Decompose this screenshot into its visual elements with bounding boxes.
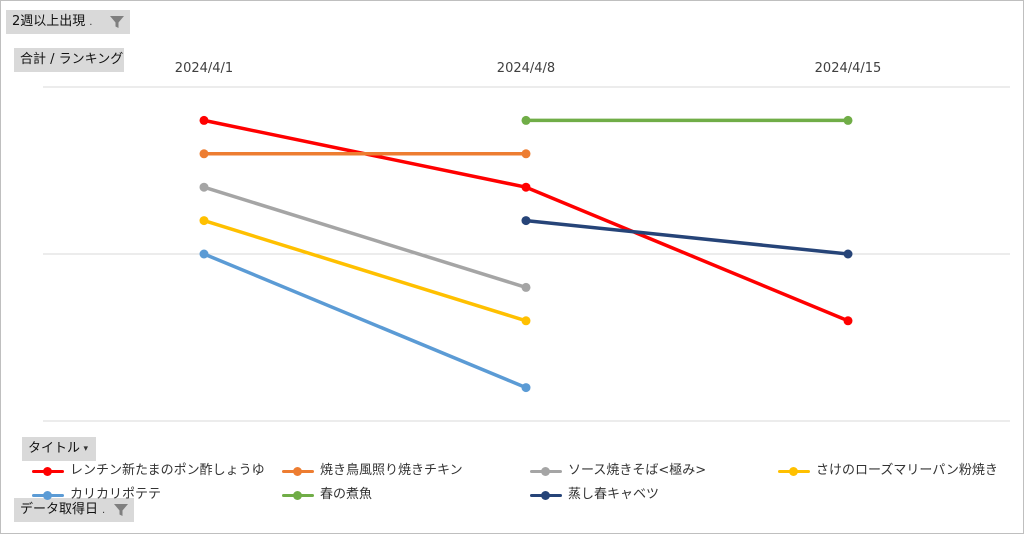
report-filter-label: 2週以上出現 [12, 14, 86, 29]
legend-item[interactable]: レンチン新たまのポン酢しょうゆ [30, 462, 265, 480]
legend-item[interactable]: カリカリポテテ [30, 486, 161, 504]
series-line-segment [524, 218, 850, 256]
data-point[interactable] [521, 149, 531, 159]
legend-swatch [528, 464, 564, 478]
x-tick-label: 2024/4/8 [497, 61, 555, 76]
legend-swatch [776, 464, 812, 478]
x-tick-label: 2024/4/15 [815, 61, 882, 76]
data-point[interactable] [199, 149, 209, 159]
chevron-down-icon: ▾ [83, 444, 88, 454]
value-field-button[interactable]: 合計 / ランキング [14, 48, 124, 72]
legend-item[interactable]: 蒸し春キャベツ [528, 486, 659, 504]
data-point[interactable] [521, 383, 531, 393]
data-point[interactable] [199, 249, 209, 259]
legend-swatch [280, 488, 316, 502]
data-point[interactable] [199, 115, 209, 125]
legend-field-button[interactable]: タイトル ▾ [22, 437, 96, 461]
funnel-icon [114, 504, 128, 516]
data-point[interactable] [521, 282, 531, 292]
axis-field-label: データ取得日 [20, 502, 99, 517]
legend-label: 春の煮魚 [320, 487, 373, 502]
series-line-segment [524, 185, 850, 323]
legend-field-label: タイトル [28, 441, 81, 456]
legend-label: 焼き鳥風照り焼きチキン [320, 463, 463, 478]
data-point[interactable] [843, 115, 853, 125]
legend-label: ソース焼きそば<極み> [568, 463, 707, 478]
legend-label: カリカリポテテ [70, 487, 162, 502]
legend-swatch [30, 488, 66, 502]
legend-item[interactable]: 焼き鳥風照り焼きチキン [280, 462, 463, 480]
data-point[interactable] [521, 316, 531, 326]
legend-label: レンチン新たまのポン酢しょうゆ [70, 463, 265, 478]
legend-item[interactable]: さけのローズマリーパン粉焼き [776, 462, 998, 480]
legend-swatch [30, 464, 66, 478]
data-point[interactable] [199, 182, 209, 192]
legend-item[interactable]: 春の煮魚 [280, 486, 372, 504]
report-filter-button[interactable]: 2週以上出現. [6, 10, 130, 34]
x-tick-label: 2024/4/1 [175, 61, 233, 76]
legend-swatch [528, 488, 564, 502]
data-point[interactable] [843, 316, 853, 326]
legend-swatch [280, 464, 316, 478]
series-line-segment [202, 218, 528, 323]
legend-label: さけのローズマリーパン粉焼き [816, 463, 998, 478]
legend-label: 蒸し春キャベツ [568, 487, 660, 502]
series-line-segment [202, 185, 528, 290]
series-line-segment [202, 252, 528, 390]
filter-applied-mark: . [89, 17, 93, 28]
legend-item[interactable]: ソース焼きそば<極み> [528, 462, 706, 480]
data-point[interactable] [521, 182, 531, 192]
data-point[interactable] [521, 115, 531, 125]
data-point[interactable] [199, 216, 209, 226]
data-point[interactable] [521, 216, 531, 226]
funnel-icon [110, 16, 124, 28]
data-point[interactable] [843, 249, 853, 259]
value-field-label: 合計 / ランキング [20, 52, 124, 67]
axis-field-button[interactable]: データ取得日. [14, 498, 134, 522]
filter-applied-mark: . [102, 505, 106, 516]
